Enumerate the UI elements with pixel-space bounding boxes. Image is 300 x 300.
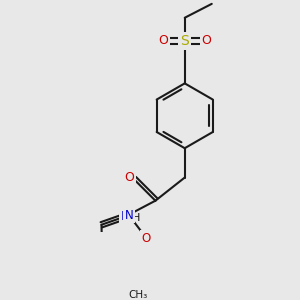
Text: N: N xyxy=(124,208,133,222)
Text: S: S xyxy=(180,34,189,48)
Text: O: O xyxy=(201,34,211,47)
Text: O: O xyxy=(158,34,168,47)
Text: O: O xyxy=(142,232,151,245)
Text: N: N xyxy=(121,210,130,223)
Text: CH₃: CH₃ xyxy=(128,290,147,300)
Text: O: O xyxy=(124,171,134,184)
Text: H: H xyxy=(132,213,140,223)
